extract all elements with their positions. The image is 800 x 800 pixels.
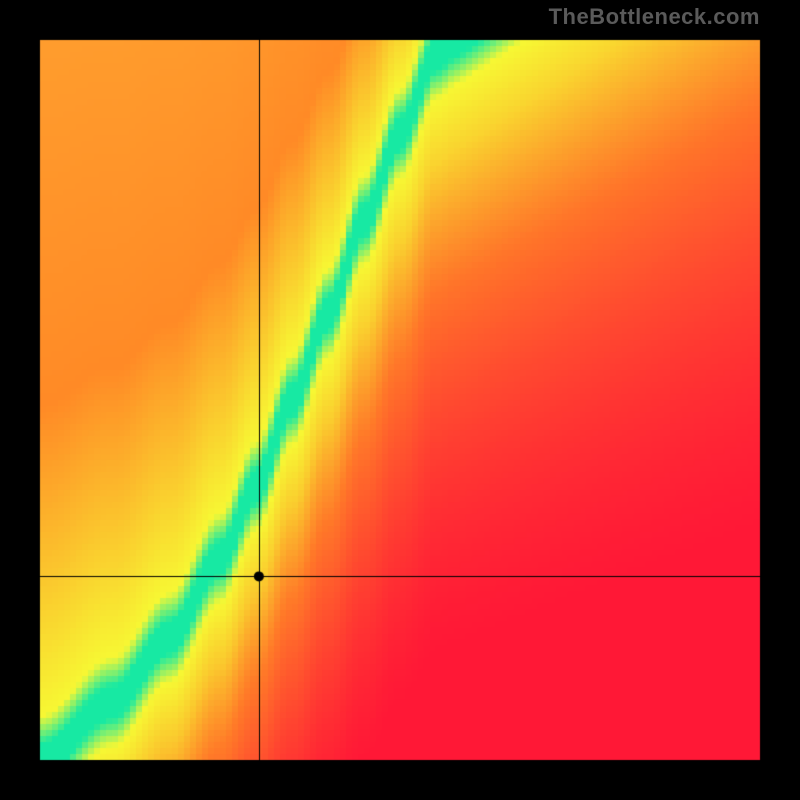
watermark-text: TheBottleneck.com <box>549 4 760 30</box>
chart-container: TheBottleneck.com <box>0 0 800 800</box>
bottleneck-heatmap <box>0 0 800 800</box>
